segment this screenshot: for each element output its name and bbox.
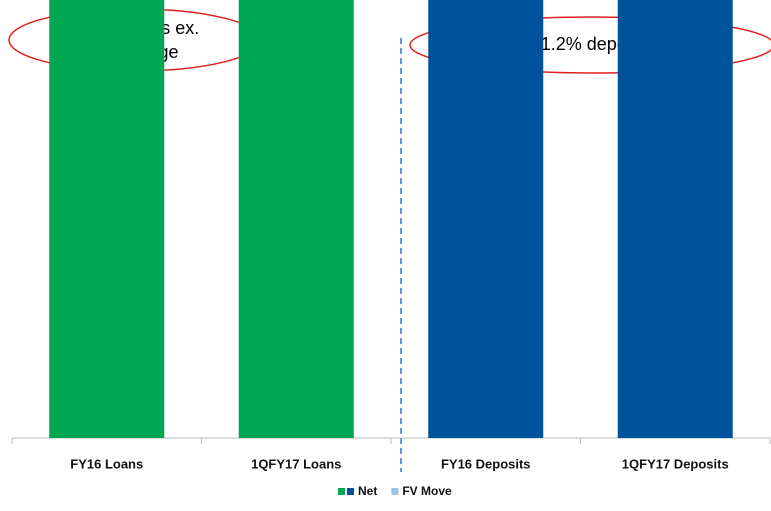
legend-label: Net xyxy=(358,484,377,498)
legend-swatch xyxy=(338,488,345,495)
bar xyxy=(617,0,733,438)
legend-swatch xyxy=(391,488,399,495)
x-tick-label: FY16 Deposits xyxy=(441,456,531,471)
legend-label: FV Move xyxy=(402,484,452,498)
bar xyxy=(428,0,544,438)
x-tick-label: 1QFY17 Deposits xyxy=(622,456,729,471)
x-tick-label: 1QFY17 Loans xyxy=(251,456,341,471)
legend-swatch xyxy=(347,488,354,495)
bar xyxy=(49,0,165,438)
x-tick-label: FY16 Loans xyxy=(70,456,143,471)
bar xyxy=(238,0,354,438)
